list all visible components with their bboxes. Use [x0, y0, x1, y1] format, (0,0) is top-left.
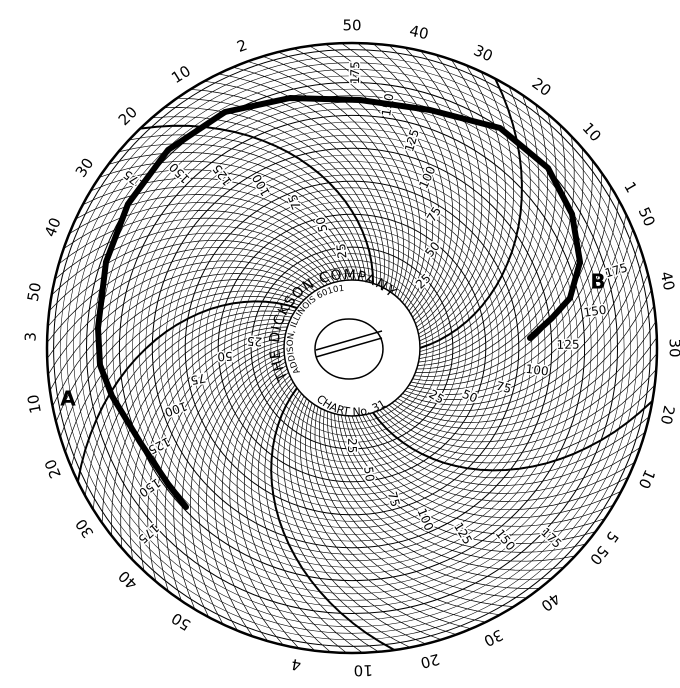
- minute-label: 20: [657, 404, 679, 426]
- minute-label: 50: [24, 281, 45, 303]
- scale-label: 125: [557, 338, 580, 352]
- minute-label: 20: [529, 74, 555, 100]
- scale-label: 50: [217, 349, 233, 364]
- hour-marker-2: 2: [234, 36, 249, 56]
- dickson-logo-icon: [315, 319, 383, 379]
- minute-label: 40: [408, 22, 430, 44]
- minute-label: 10: [168, 62, 194, 87]
- scale-label: 25: [334, 243, 349, 260]
- hour-marker-1: 1: [620, 179, 640, 196]
- scale-label: 100: [525, 362, 549, 379]
- scale-label: 75: [189, 371, 207, 388]
- minute-label: 40: [41, 215, 65, 239]
- minute-label: 40: [115, 567, 141, 593]
- minute-label: 50: [342, 17, 361, 35]
- minute-label: 10: [579, 119, 605, 145]
- minute-label: 10: [353, 661, 373, 680]
- hour-marker-3: 3: [22, 332, 40, 342]
- scale-label: 25: [345, 438, 359, 453]
- point-label-start: A: [60, 387, 76, 411]
- minute-label: 30: [481, 626, 506, 651]
- minute-label: 10: [635, 467, 659, 492]
- minute-label: 20: [115, 103, 141, 129]
- minute-label: 40: [537, 589, 563, 615]
- hour-marker-4: 4: [290, 655, 303, 674]
- minute-label: 30: [666, 338, 680, 357]
- minute-label: 20: [41, 457, 65, 481]
- minute-label: 50: [586, 542, 612, 568]
- scale-label: 50: [361, 466, 377, 483]
- minute-label: 30: [471, 41, 496, 65]
- hour-marker-5: 5: [602, 528, 622, 546]
- minute-label: 20: [419, 650, 442, 672]
- minute-label: 50: [635, 204, 659, 229]
- minute-label: 30: [72, 515, 98, 541]
- minute-label: 40: [657, 270, 679, 292]
- minute-label: 50: [168, 609, 194, 634]
- point-label-end: B: [590, 270, 605, 294]
- minute-label: 10: [24, 393, 45, 415]
- scale-label: 25: [246, 334, 262, 349]
- minute-label: 30: [72, 155, 98, 181]
- scale-label: 175: [348, 61, 362, 84]
